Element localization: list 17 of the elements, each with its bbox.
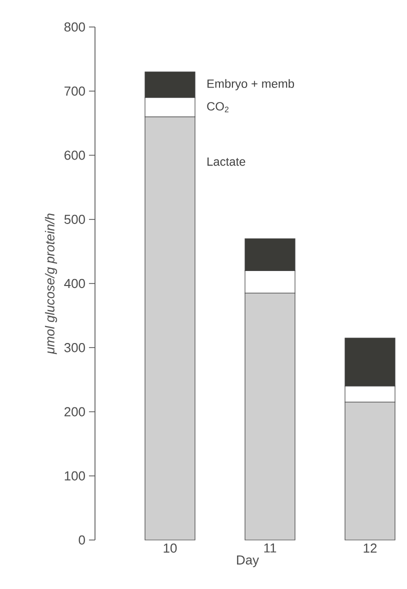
y-axis-title: μmol glucose/g protein/h — [44, 214, 58, 354]
y-tick-label: 200 — [64, 407, 85, 416]
series-label: Lactate — [208, 158, 246, 166]
y-tick-label: 100 — [64, 471, 85, 480]
y-tick-label: 300 — [64, 343, 85, 352]
x-tick-label: 10 — [164, 544, 177, 553]
series-label: Embryo + memb — [208, 79, 294, 90]
x-tick-label: 12 — [364, 544, 377, 553]
y-tick-label: 0 — [78, 535, 85, 545]
series-label: CO$_{2}$ — [207, 102, 228, 112]
x-tick-label: 11 — [264, 544, 276, 552]
y-tick-label: 800 — [64, 22, 85, 32]
y-tick-label: 400 — [64, 278, 85, 288]
y-tick-label: 600 — [64, 150, 85, 160]
x-axis-title: Day — [237, 556, 259, 568]
y-tick-label: 700 — [64, 86, 85, 96]
y-tick-label: 500 — [64, 214, 85, 224]
